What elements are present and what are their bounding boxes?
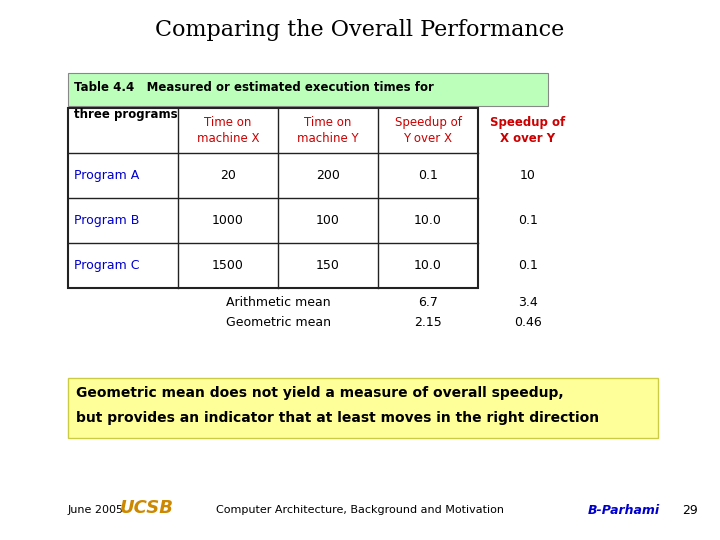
Text: 150: 150 xyxy=(316,259,340,272)
Text: Comparing the Overall Performance: Comparing the Overall Performance xyxy=(156,19,564,41)
Text: 20: 20 xyxy=(220,169,236,182)
Text: 0.1: 0.1 xyxy=(518,214,538,227)
Text: Program B: Program B xyxy=(74,214,140,227)
Text: 29: 29 xyxy=(682,503,698,516)
Text: 200: 200 xyxy=(316,169,340,182)
Text: 0.1: 0.1 xyxy=(418,169,438,182)
Text: Geometric mean: Geometric mean xyxy=(225,315,330,328)
Text: Speedup of
Y over X: Speedup of Y over X xyxy=(395,116,462,145)
Text: 10.0: 10.0 xyxy=(414,214,442,227)
Text: 1000: 1000 xyxy=(212,214,244,227)
Text: 0.1: 0.1 xyxy=(518,259,538,272)
Text: 3.4: 3.4 xyxy=(518,295,538,308)
Text: Arithmetic mean: Arithmetic mean xyxy=(225,295,330,308)
Text: Table 4.4   Measured or estimated execution times for: Table 4.4 Measured or estimated executio… xyxy=(74,81,434,94)
Text: Time on
machine Y: Time on machine Y xyxy=(297,116,359,145)
Text: 0.46: 0.46 xyxy=(514,315,542,328)
Bar xyxy=(68,378,658,438)
Bar xyxy=(68,108,478,288)
Text: UCSB: UCSB xyxy=(120,499,174,517)
Text: Computer Architecture, Background and Motivation: Computer Architecture, Background and Mo… xyxy=(216,505,504,515)
Text: 100: 100 xyxy=(316,214,340,227)
Text: three programs: three programs xyxy=(74,108,178,121)
Text: Time on
machine X: Time on machine X xyxy=(197,116,259,145)
Bar xyxy=(68,73,548,106)
Text: 2.15: 2.15 xyxy=(414,315,442,328)
Text: but provides an indicator that at least moves in the right direction: but provides an indicator that at least … xyxy=(76,411,599,425)
Text: 1500: 1500 xyxy=(212,259,244,272)
Text: Program C: Program C xyxy=(74,259,140,272)
Text: Speedup of
X over Y: Speedup of X over Y xyxy=(490,116,566,145)
Text: Program A: Program A xyxy=(74,169,139,182)
Text: 6.7: 6.7 xyxy=(418,295,438,308)
Text: June 2005: June 2005 xyxy=(68,505,124,515)
Text: Geometric mean does not yield a measure of overall speedup,: Geometric mean does not yield a measure … xyxy=(76,386,564,400)
Text: 10.0: 10.0 xyxy=(414,259,442,272)
Text: 10: 10 xyxy=(520,169,536,182)
Text: B-Parhami: B-Parhami xyxy=(588,503,660,516)
